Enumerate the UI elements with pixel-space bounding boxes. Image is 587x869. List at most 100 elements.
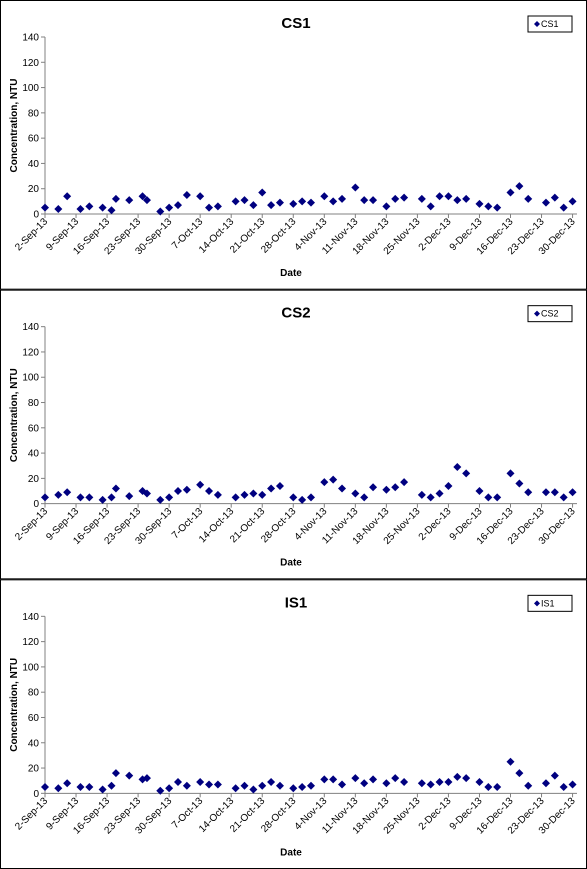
data-point <box>426 780 435 789</box>
legend-box <box>527 305 573 323</box>
data-point <box>156 207 165 216</box>
data-point <box>329 475 338 484</box>
data-point <box>267 201 276 210</box>
data-point <box>550 193 559 202</box>
x-axis-title: Date <box>280 558 302 569</box>
data-point <box>111 194 120 203</box>
data-point <box>275 198 284 207</box>
data-point <box>559 203 568 212</box>
data-point <box>515 479 524 488</box>
data-point <box>559 493 568 502</box>
y-tick-label: 80 <box>28 108 40 119</box>
data-point <box>391 194 400 203</box>
legend-marker <box>534 21 540 27</box>
y-tick-label: 100 <box>22 662 39 673</box>
data-point <box>506 757 515 766</box>
data-point <box>484 783 493 792</box>
data-point <box>41 783 49 792</box>
data-point <box>275 481 284 490</box>
data-point <box>453 772 462 781</box>
data-point <box>138 775 147 784</box>
data-point <box>435 192 444 201</box>
data-point <box>541 779 550 788</box>
data-point <box>205 487 214 496</box>
data-point <box>382 202 391 211</box>
data-point <box>205 780 214 789</box>
y-tick-label: 0 <box>33 499 39 510</box>
data-point <box>41 203 49 212</box>
data-point <box>484 202 493 211</box>
legend: CS2 <box>527 305 573 323</box>
data-point <box>240 490 249 499</box>
data-point <box>550 771 559 780</box>
chart-title: CS2 <box>281 305 310 322</box>
data-point <box>417 194 426 203</box>
data-point <box>41 493 49 502</box>
data-point <box>360 493 369 502</box>
legend-label: IS1 <box>541 598 555 608</box>
chart-panel: CS10204060801001201402-Sep-139-Sep-1316-… <box>0 0 587 290</box>
y-tick-label: 80 <box>28 688 40 699</box>
y-tick-label: 100 <box>22 373 39 384</box>
data-point <box>453 463 462 472</box>
data-point <box>400 777 409 786</box>
data-point <box>462 774 471 783</box>
data-point <box>417 490 426 499</box>
data-point <box>54 204 63 213</box>
data-point <box>196 192 205 201</box>
data-point <box>550 488 559 497</box>
data-point <box>391 483 400 492</box>
data-point <box>142 774 151 783</box>
data-point <box>351 183 360 192</box>
legend-box <box>527 15 573 33</box>
data-point <box>196 480 205 489</box>
data-point <box>54 784 63 793</box>
data-point <box>307 781 315 790</box>
y-tick-label: 40 <box>28 449 40 460</box>
data-point <box>524 781 533 790</box>
data-point <box>307 198 315 207</box>
data-point <box>54 490 63 499</box>
data-point <box>76 783 85 792</box>
data-point <box>307 493 315 502</box>
legend: IS1 <box>527 594 573 612</box>
y-tick-label: 120 <box>22 58 39 69</box>
data-point <box>63 779 72 788</box>
legend-box <box>527 594 573 612</box>
data-point <box>85 493 94 502</box>
data-point <box>320 775 329 784</box>
data-point <box>267 484 276 493</box>
data-point <box>213 490 222 499</box>
legend: CS1 <box>527 15 573 33</box>
data-point <box>107 206 116 215</box>
y-tick-label: 120 <box>22 637 39 648</box>
data-point <box>107 781 116 790</box>
data-point <box>231 784 240 793</box>
data-point <box>462 194 471 203</box>
data-point <box>289 199 298 208</box>
data-point <box>165 784 174 793</box>
y-tick-label: 40 <box>28 738 40 749</box>
data-point <box>329 775 338 784</box>
data-point <box>231 197 240 206</box>
y-tick-label: 60 <box>28 713 40 724</box>
y-tick-label: 0 <box>33 789 39 800</box>
y-tick-label: 0 <box>33 210 39 221</box>
data-point <box>213 202 222 211</box>
data-point <box>524 194 533 203</box>
data-point <box>142 196 151 205</box>
data-point <box>541 198 550 207</box>
data-point <box>205 203 214 212</box>
y-axis-title: Concentration, NTU <box>9 368 20 462</box>
data-point <box>515 769 524 778</box>
data-point <box>249 489 258 498</box>
data-point <box>426 493 435 502</box>
y-tick-label: 140 <box>22 322 39 333</box>
legend-label: CS1 <box>541 19 559 29</box>
y-tick-label: 80 <box>28 398 40 409</box>
data-point <box>249 785 258 794</box>
y-tick-label: 20 <box>28 184 40 195</box>
y-tick-label: 100 <box>22 83 39 94</box>
data-point <box>213 780 222 789</box>
